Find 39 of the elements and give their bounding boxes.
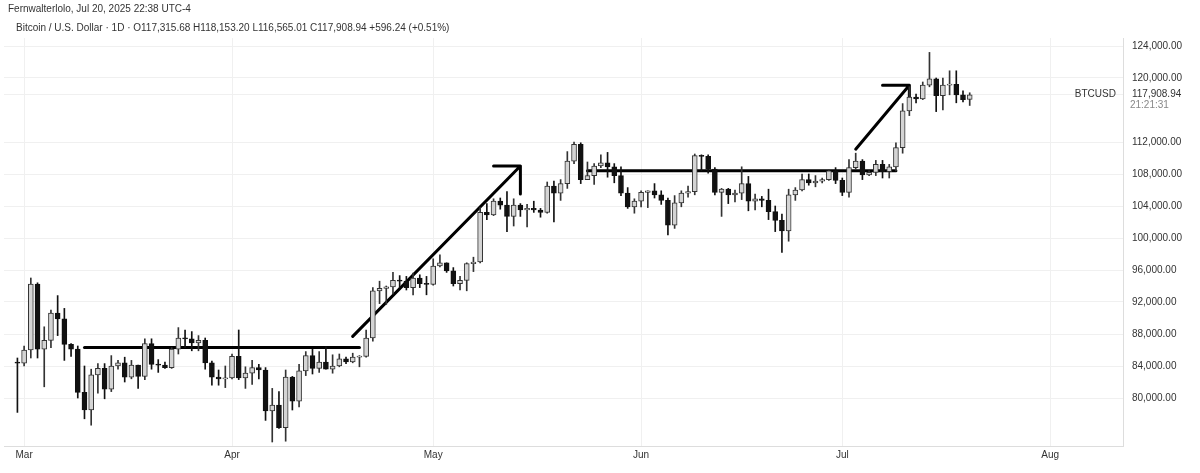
chart-subtitle: Fernwalterlolo, Jul 20, 2025 22:38 UTC-4	[8, 3, 191, 14]
x-tick-label: Jul	[835, 448, 849, 460]
candlestick	[95, 363, 101, 394]
x-tick-label: May	[423, 448, 443, 460]
candlestick	[155, 359, 162, 373]
candlestick	[182, 329, 188, 348]
candlestick	[396, 275, 403, 288]
candlestick	[530, 200, 537, 213]
candlestick	[256, 364, 262, 380]
candlestick	[188, 331, 195, 352]
y-tick-label: 88,000.00	[1131, 327, 1177, 339]
candlestick	[524, 204, 530, 228]
x-tick-label: Aug	[1041, 448, 1060, 460]
y-tick-label: 100,000.00	[1131, 231, 1183, 243]
candlestick	[484, 203, 490, 220]
candlestick	[383, 285, 390, 305]
y-tick-label: 120,000.00	[1131, 71, 1183, 83]
y-tick-label: 124,000.00	[1131, 39, 1183, 51]
candlestick	[644, 190, 651, 208]
y-tick-label: 84,000.00	[1131, 359, 1177, 371]
y-tick-label: 108,000.00	[1131, 167, 1183, 179]
chart-title: Bitcoin / U.S. Dollar · 1D · O117,315.68 H118,153.20 L116,565.01 C117,908.94 +596.24 (+0.51%)	[16, 22, 450, 33]
y-tick-label: 104,000.00	[1131, 199, 1183, 211]
y-tick-label: 80,000.00	[1131, 391, 1177, 403]
text: 21:21:31	[1129, 99, 1170, 111]
x-tick-label: Apr	[224, 448, 241, 460]
candlestick	[685, 185, 691, 198]
x-tick-label: Jun	[633, 448, 650, 460]
candlestick	[41, 326, 48, 388]
y-tick-label: 117,908.94	[1131, 88, 1182, 100]
y-tick-label: 96,000.00	[1131, 263, 1177, 275]
candlestick	[598, 154, 604, 168]
candlestick	[551, 180, 557, 223]
y-tick-label: 92,000.00	[1131, 295, 1177, 307]
x-tick-label: Mar	[15, 448, 34, 460]
candlestick	[222, 365, 229, 388]
y-tick-label: 112,000.00	[1131, 135, 1182, 147]
candlestick	[269, 388, 276, 443]
annotation: BTCUSD	[1074, 88, 1116, 100]
